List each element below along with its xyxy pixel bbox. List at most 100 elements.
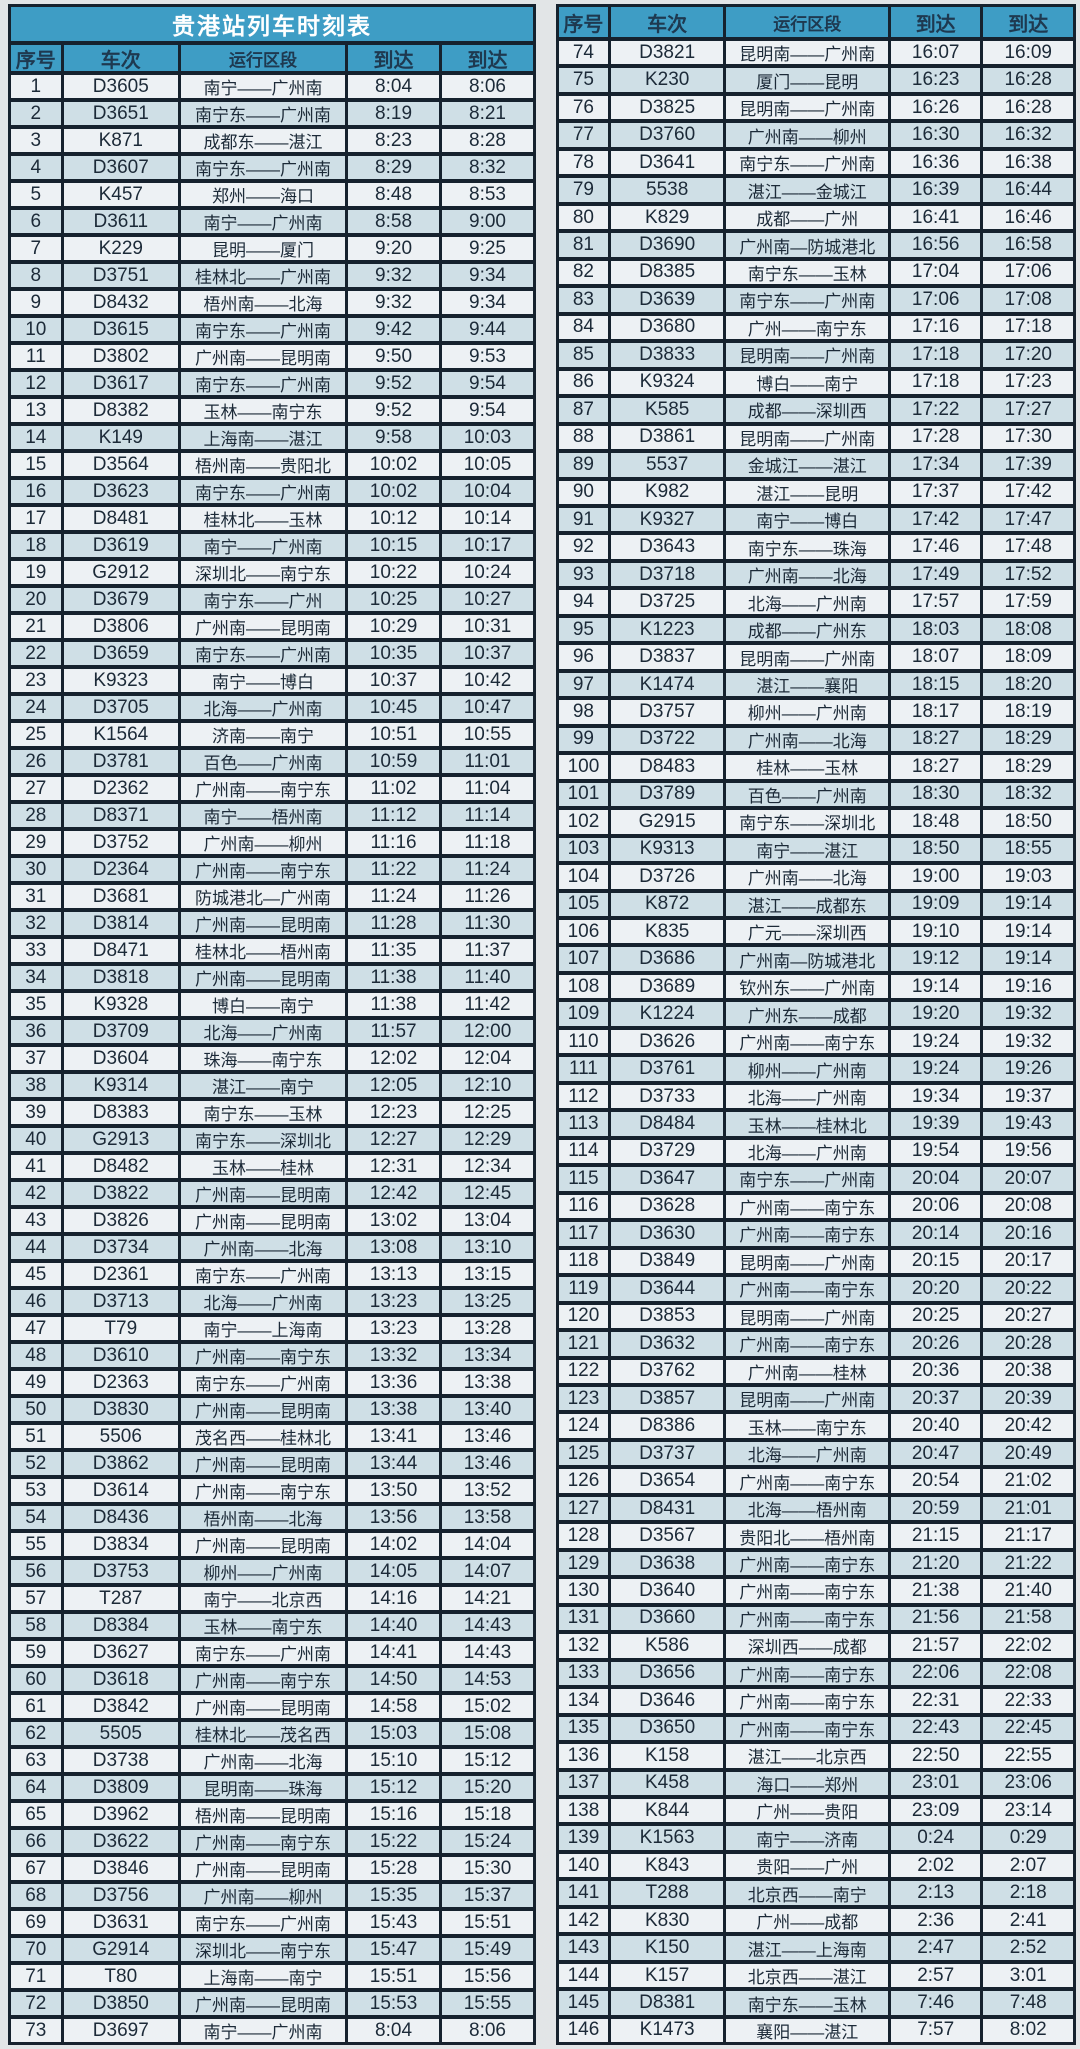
arrival-time-1: 20:47	[887, 1441, 981, 1466]
arrival-time-1: 9:50	[345, 345, 439, 368]
row-number: 18	[11, 534, 61, 557]
table-row: 6 D3611 南宁——广州南 8:58 9:00	[11, 206, 533, 233]
table-row: 86 K9324 博白——南宁 17:18 17:23	[559, 366, 1073, 395]
arrival-time-1: 21:57	[887, 1634, 981, 1658]
row-number: 115	[559, 1167, 608, 1191]
train-number: D3751	[60, 264, 179, 287]
route: 广州南——南宁东	[178, 1479, 346, 1502]
table-row: 122 D3762 广州南——桂林 20:36 20:38	[559, 1355, 1073, 1383]
route: 南宁东——玉林	[723, 260, 888, 285]
table-row: 115 D3647 南宁东——广州南 20:04 20:07	[559, 1163, 1073, 1191]
arrival-time-1: 18:27	[887, 755, 981, 779]
arrival-time-2: 9:53	[439, 345, 533, 368]
arrival-time-1: 20:20	[887, 1277, 981, 1301]
table-row: 17 D8481 桂林北——玉林 10:12 10:14	[11, 503, 533, 530]
arrival-time-1: 20:37	[887, 1386, 981, 1411]
table-row: 118 D3849 昆明南——广州南 20:15 20:17	[559, 1245, 1073, 1274]
train-number: K158	[607, 1744, 724, 1768]
arrival-time-1: 17:22	[887, 398, 981, 422]
row-number: 108	[559, 974, 608, 999]
train-number: D3690	[607, 233, 724, 257]
table-row: 121 D3632 广州南——南宁东 20:26 20:28	[559, 1328, 1073, 1356]
train-number: D3651	[60, 102, 179, 125]
table-row: 90 K982 湛江——昆明 17:37 17:42	[559, 476, 1073, 504]
train-number: G2913	[60, 1128, 179, 1151]
train-number: D3733	[607, 1084, 724, 1109]
table-row: 63 D3738 广州南——北海 15:10 15:12	[11, 1745, 533, 1772]
arrival-time-2: 8:02	[980, 2018, 1073, 2043]
row-number: 123	[559, 1386, 608, 1411]
arrival-time-1: 11:24	[345, 885, 439, 908]
arrival-time-1: 13:23	[345, 1290, 439, 1313]
arrival-time-2: 9:54	[439, 399, 533, 422]
train-number: D3738	[60, 1749, 179, 1772]
arrival-time-1: 22:31	[887, 1689, 981, 1713]
column-header-arrival-1: 到达	[887, 7, 981, 37]
train-number: K149	[60, 426, 179, 449]
train-number: D2363	[60, 1371, 179, 1394]
arrival-time-2: 20:39	[980, 1386, 1073, 1411]
arrival-time-2: 13:46	[439, 1425, 533, 1448]
arrival-time-2: 22:33	[980, 1689, 1073, 1713]
row-number: 127	[559, 1496, 608, 1521]
route: 北海——广州南	[178, 696, 346, 719]
arrival-time-2: 18:50	[980, 810, 1073, 834]
route: 广州南——北海	[178, 1236, 346, 1259]
arrival-time-1: 18:03	[887, 617, 981, 642]
row-number: 81	[559, 233, 608, 257]
table-row: 12 D3617 南宁东——广州南 9:52 9:54	[11, 368, 533, 395]
route: 广州南—防城港北	[723, 233, 888, 257]
arrival-time-1: 20:25	[887, 1304, 981, 1329]
row-number: 142	[559, 1908, 608, 1933]
arrival-time-2: 20:28	[980, 1332, 1073, 1356]
table-row: 108 D3689 钦州东——广州南 19:14 19:16	[559, 970, 1073, 999]
column-header-train: 车次	[60, 45, 179, 71]
row-number: 122	[559, 1359, 608, 1383]
arrival-time-2: 20:07	[980, 1167, 1073, 1191]
arrival-time-2: 20:08	[980, 1194, 1073, 1219]
route: 桂林——玉林	[723, 755, 888, 779]
train-number: K829	[607, 205, 724, 230]
train-number: K872	[607, 892, 724, 916]
arrival-time-1: 0:24	[887, 1826, 981, 1850]
arrival-time-2: 0:29	[980, 1826, 1073, 1850]
train-number: D3659	[60, 642, 179, 665]
arrival-time-2: 20:22	[980, 1277, 1073, 1301]
row-number: 20	[11, 588, 61, 611]
arrival-time-1: 15:10	[345, 1749, 439, 1772]
table-row: 9 D8432 梧州南——北海 9:32 9:34	[11, 287, 533, 314]
route: 南宁东——广州南	[178, 1911, 346, 1934]
table-row: 35 K9328 博白——南宁 11:38 11:42	[11, 989, 533, 1016]
train-number: D3646	[607, 1689, 724, 1713]
route: 广州——贵阳	[723, 1799, 888, 1823]
train-number: D3761	[607, 1057, 724, 1081]
row-number: 48	[11, 1344, 61, 1367]
arrival-time-2: 13:15	[439, 1263, 533, 1286]
arrival-time-2: 15:02	[439, 1695, 533, 1718]
train-number: D3849	[607, 1249, 724, 1274]
table-row: 119 D3644 广州南——南宁东 20:20 20:22	[559, 1273, 1073, 1301]
train-number: D3644	[607, 1277, 724, 1301]
row-number: 125	[559, 1441, 608, 1466]
arrival-time-2: 15:08	[439, 1722, 533, 1745]
row-number: 144	[559, 1963, 608, 1988]
table-row: 95 K1223 成都——广州东 18:03 18:08	[559, 613, 1073, 642]
route: 广州东——成都	[723, 1002, 888, 1026]
train-number: D3962	[60, 1803, 179, 1826]
row-number: 8	[11, 264, 61, 287]
table-row: 30 D2364 广州南——南宁东 11:22 11:24	[11, 854, 533, 881]
arrival-time-1: 10:15	[345, 534, 439, 557]
arrival-time-1: 9:52	[345, 399, 439, 422]
arrival-time-1: 10:59	[345, 750, 439, 773]
route: 昆明南——广州南	[723, 425, 888, 450]
row-number: 63	[11, 1749, 61, 1772]
row-number: 43	[11, 1209, 61, 1232]
arrival-time-1: 11:28	[345, 912, 439, 935]
row-number: 76	[559, 95, 608, 120]
arrival-time-1: 8:23	[345, 129, 439, 152]
train-number: D3842	[60, 1695, 179, 1718]
row-number: 101	[559, 782, 608, 807]
arrival-time-1: 11:12	[345, 804, 439, 827]
arrival-time-1: 20:14	[887, 1222, 981, 1246]
table-row: 80 K829 成都——广州 16:41 16:46	[559, 201, 1073, 230]
